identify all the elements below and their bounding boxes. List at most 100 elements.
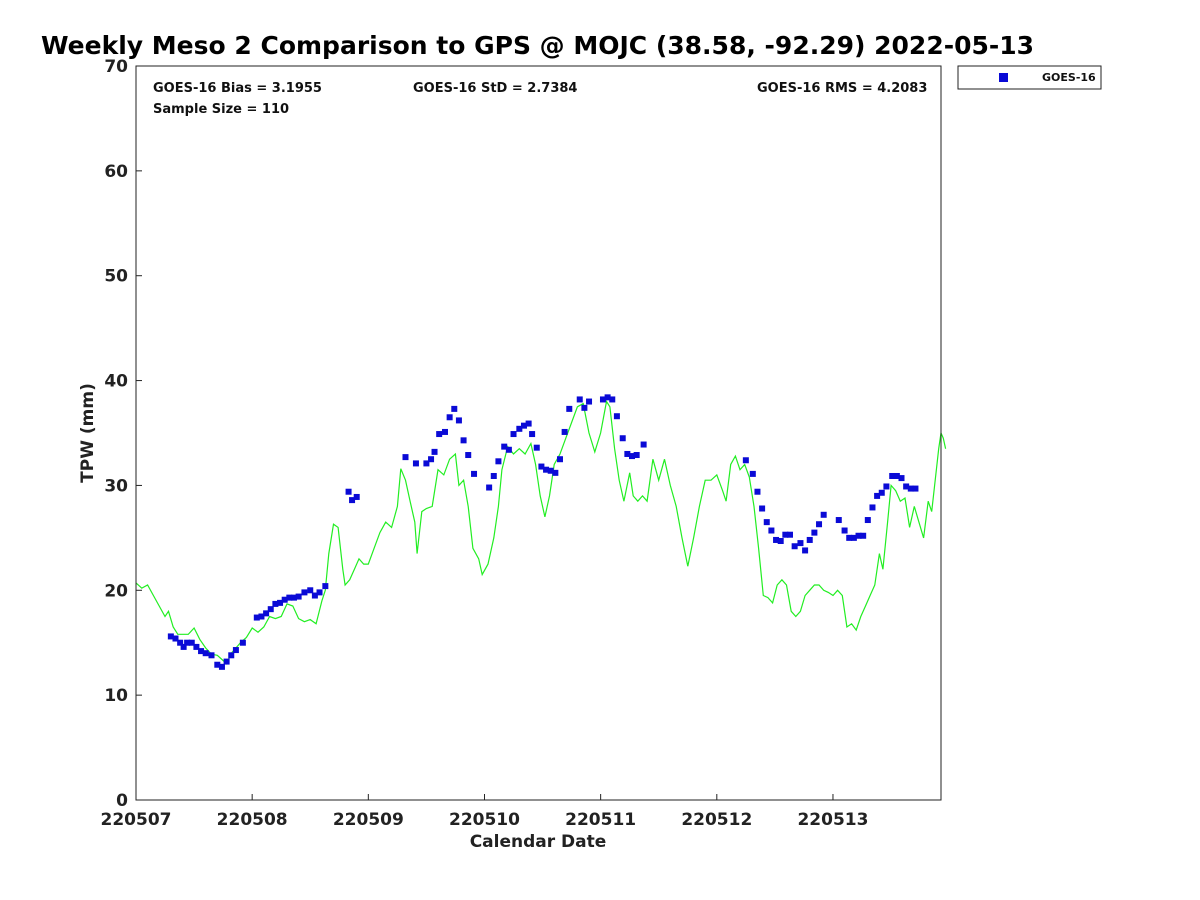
x-axis-ticks: 220507 220508 220509 220510 220511 220512 2205… bbox=[101, 794, 868, 830]
goes-16-point bbox=[228, 652, 235, 659]
goes-16-point bbox=[864, 517, 871, 524]
goes-16-point bbox=[816, 521, 823, 528]
goes-16-point bbox=[516, 425, 523, 432]
goes-16-point bbox=[581, 404, 588, 411]
goes-16-point bbox=[820, 511, 827, 518]
legend-box bbox=[957, 65, 1102, 90]
goes-16-point bbox=[311, 592, 318, 599]
goes-16-point bbox=[633, 452, 640, 459]
goes-16-point bbox=[520, 422, 527, 429]
goes-16-point bbox=[907, 485, 914, 492]
goes-16-point bbox=[609, 396, 616, 403]
goes-16-point bbox=[301, 589, 308, 596]
goes-16-point bbox=[436, 431, 443, 438]
goes-16-point bbox=[471, 470, 478, 477]
x-tick-label: 220513 bbox=[797, 810, 868, 830]
goes-16-point bbox=[912, 485, 919, 492]
goes-16-point bbox=[860, 532, 867, 539]
goes-16-point bbox=[538, 463, 545, 470]
goes-16-point bbox=[277, 599, 284, 606]
goes-16-point bbox=[782, 531, 789, 538]
y-axis-ticks: 0 10 20 30 40 50 60 70 bbox=[104, 57, 142, 811]
goes-16-point bbox=[759, 505, 766, 512]
goes-16-point bbox=[604, 394, 611, 401]
goes-16-point bbox=[869, 504, 876, 511]
goes-16-point bbox=[841, 527, 848, 534]
goes-16-point bbox=[791, 543, 798, 550]
goes-16-point bbox=[295, 593, 302, 600]
y-tick-label: 60 bbox=[104, 162, 128, 182]
goes-16-point bbox=[547, 467, 554, 474]
goes-16-point bbox=[495, 458, 502, 465]
goes-16-point bbox=[428, 456, 435, 463]
goes-16-point bbox=[290, 594, 297, 601]
goes-16-point bbox=[208, 652, 215, 659]
y-tick-label: 30 bbox=[104, 476, 128, 496]
y-axis-label: TPW (mm) bbox=[78, 383, 98, 483]
stat-rms: GOES-16 RMS = 4.2083 bbox=[757, 81, 927, 96]
goes-16-point bbox=[855, 532, 862, 539]
y-tick-label: 0 bbox=[116, 791, 128, 811]
y-tick-label: 50 bbox=[104, 267, 128, 287]
goes-16-point bbox=[223, 658, 230, 665]
goes-16-point bbox=[253, 614, 260, 621]
goes-16-point bbox=[613, 413, 620, 420]
goes-16-point bbox=[322, 583, 329, 590]
goes-16-point bbox=[878, 489, 885, 496]
x-axis-label: Calendar Date bbox=[470, 832, 607, 852]
goes-16-point bbox=[742, 457, 749, 464]
goes-16-point bbox=[889, 472, 896, 479]
goes-16-point bbox=[777, 538, 784, 545]
goes-16-point bbox=[349, 497, 356, 504]
chart-title: Weekly Meso 2 Comparison to GPS @ MOJC (… bbox=[41, 31, 1034, 60]
x-tick-label: 220510 bbox=[449, 810, 520, 830]
legend: GOES-16 bbox=[957, 65, 1102, 90]
goes-16-point bbox=[903, 483, 910, 490]
goes-16-point bbox=[345, 488, 352, 495]
goes-16-point bbox=[773, 536, 780, 543]
y-tick-label: 20 bbox=[104, 581, 128, 601]
goes-16-point bbox=[768, 527, 775, 534]
goes-16-points bbox=[167, 394, 919, 670]
goes-16-point bbox=[806, 536, 813, 543]
goes-16-point bbox=[505, 446, 512, 453]
goes-16-point bbox=[599, 396, 606, 403]
goes-16-point bbox=[180, 643, 187, 650]
goes-16-point bbox=[883, 483, 890, 490]
legend-label-goes-16: GOES-16 bbox=[1042, 71, 1096, 84]
goes-16-point bbox=[898, 475, 905, 482]
goes-16-point bbox=[286, 594, 293, 601]
goes-16-point bbox=[281, 596, 288, 603]
goes-16-point bbox=[529, 431, 536, 438]
goes-16-point bbox=[763, 519, 770, 526]
goes-16-point bbox=[202, 650, 209, 657]
goes-16-point bbox=[402, 454, 409, 461]
goes-16-point bbox=[835, 517, 842, 524]
goes-16-point bbox=[561, 428, 568, 435]
goes-16-point bbox=[786, 531, 793, 538]
goes-16-point bbox=[193, 643, 200, 650]
goes-16-point bbox=[218, 663, 225, 670]
y-tick-label: 40 bbox=[104, 372, 128, 392]
stat-std: GOES-16 StD = 2.7384 bbox=[413, 81, 577, 96]
goes-16-point bbox=[566, 405, 573, 412]
goes-16-point bbox=[460, 437, 467, 444]
goes-16-point bbox=[510, 431, 517, 438]
goes-16-point bbox=[543, 466, 550, 473]
goes-16-point bbox=[446, 414, 453, 421]
goes-16-point bbox=[307, 587, 314, 594]
goes-16-point bbox=[850, 534, 857, 541]
goes-16-point bbox=[552, 469, 559, 476]
goes-16-point bbox=[455, 417, 462, 424]
goes-16-point bbox=[423, 460, 430, 467]
goes-16-point bbox=[451, 405, 458, 412]
goes-16-point bbox=[412, 460, 419, 467]
goes-16-point bbox=[846, 534, 853, 541]
goes-16-point bbox=[576, 396, 583, 403]
plot-area bbox=[135, 394, 947, 670]
goes-16-point bbox=[316, 589, 323, 596]
plot-frame bbox=[135, 65, 942, 801]
goes-16-point bbox=[556, 456, 563, 463]
goes-16-point bbox=[802, 547, 809, 554]
